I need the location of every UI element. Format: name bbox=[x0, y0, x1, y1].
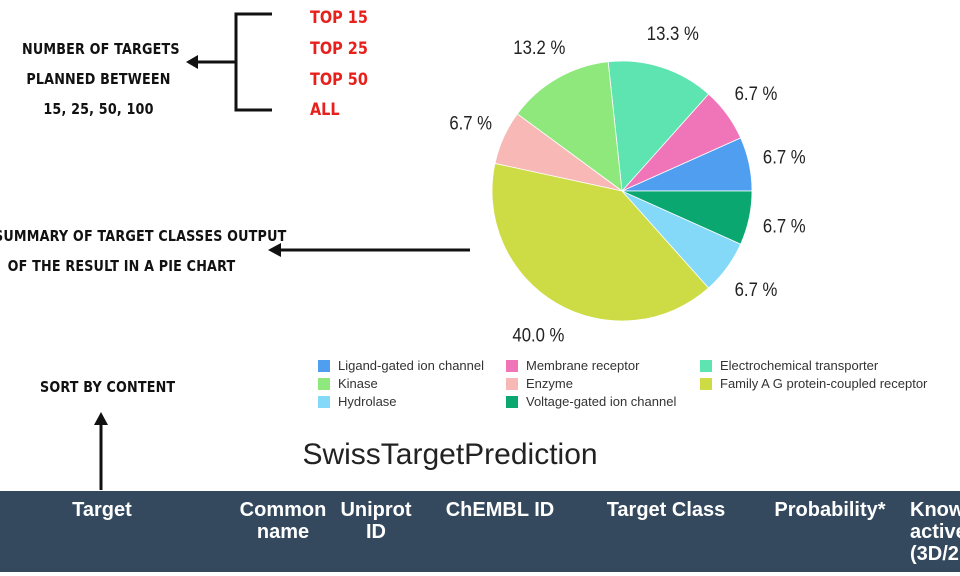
arrow-left-icon bbox=[186, 55, 198, 69]
pie-slice-label: 6.7 % bbox=[763, 146, 806, 167]
targets-caption-line: planned between bbox=[26, 70, 171, 88]
pie-slice bbox=[516, 61, 623, 192]
column-header-chembl-id[interactable]: ChEMBL ID bbox=[430, 499, 570, 521]
legend-swatch bbox=[700, 359, 712, 372]
legend-label: Membrane receptor bbox=[526, 358, 640, 373]
pie-slice-label: 6.7 % bbox=[735, 83, 778, 104]
legend-item-hydrolase: Hydrolase bbox=[318, 394, 397, 409]
legend-swatch bbox=[506, 377, 518, 390]
column-header-label: Target bbox=[72, 499, 132, 521]
legend-swatch bbox=[700, 377, 712, 390]
legend-label: Enzyme bbox=[526, 376, 573, 391]
summary-caption-line: of the result in a pie chart bbox=[7, 257, 236, 275]
legend-item-voltage-gated-ion-channel: Voltage-gated ion channel bbox=[506, 394, 676, 409]
pie-slice-label: 6.7 % bbox=[449, 113, 492, 134]
legend-label: Kinase bbox=[338, 376, 378, 391]
summary-arrow-icon bbox=[268, 243, 470, 257]
column-header-known-actives[interactable]: Known actives (3D/2D) bbox=[910, 499, 960, 565]
sort-by-content-caption: Sort by content bbox=[40, 378, 176, 396]
sort-arrow-icon bbox=[94, 412, 108, 490]
legend-label: Ligand-gated ion channel bbox=[338, 358, 485, 373]
legend-label: Voltage-gated ion channel bbox=[526, 394, 677, 409]
legend-item-family-a-gpcr: Family A G protein-coupled receptor bbox=[700, 376, 927, 391]
pie-slice bbox=[621, 190, 753, 245]
column-header-label: Uniprot bbox=[340, 499, 412, 521]
column-header-label: Probability* bbox=[774, 499, 886, 521]
legend-swatch bbox=[318, 359, 330, 372]
column-header-common-name[interactable]: Common name bbox=[232, 499, 334, 543]
column-header-uniprot-id[interactable]: Uniprot ID bbox=[336, 499, 416, 543]
column-header-target-class[interactable]: Target Class bbox=[590, 499, 742, 521]
pie-chart: 6.7 % 6.7 % 13.3 % 13.2 % 6.7 % 40.0 % 6.7 % 6.… bbox=[449, 23, 805, 346]
top-25-option[interactable]: TOP 25 bbox=[310, 39, 368, 59]
top-15-option[interactable]: TOP 15 bbox=[310, 8, 368, 28]
all-option[interactable]: ALL bbox=[310, 100, 340, 120]
legend-label: Family A G protein-coupled receptor bbox=[720, 376, 928, 391]
legend-item-electrochemical-transporter: Electrochemical transporter bbox=[700, 358, 878, 373]
swiss-target-prediction-title: SwissTargetPrediction bbox=[302, 438, 598, 471]
legend-item-ligand-gated-ion-channel: Ligand-gated ion channel bbox=[318, 358, 484, 373]
results-table-header: Target Common name Uniprot ID ChEMBL ID … bbox=[0, 491, 960, 572]
summary-caption-line: Summary of target classes output bbox=[0, 227, 287, 245]
legend-item-membrane-receptor: Membrane receptor bbox=[506, 358, 639, 373]
column-header-label: actives bbox=[910, 521, 960, 543]
legend-swatch bbox=[318, 395, 330, 408]
targets-caption-line: 15, 25, 50, 100 bbox=[43, 100, 154, 118]
column-header-probability[interactable]: Probability* bbox=[760, 499, 900, 521]
pie-slice bbox=[491, 162, 710, 322]
targets-caption-line: Number of targets bbox=[22, 40, 180, 58]
legend-item-kinase: Kinase bbox=[318, 376, 378, 391]
column-header-label: Common bbox=[239, 499, 327, 521]
top-50-option[interactable]: TOP 50 bbox=[310, 70, 368, 90]
targets-count-caption: Number of targets planned between 15, 25… bbox=[22, 34, 180, 124]
column-header-label: ID bbox=[366, 521, 386, 543]
legend-item-enzyme: Enzyme bbox=[506, 376, 573, 391]
pie-slice-label: 13.2 % bbox=[513, 37, 565, 58]
column-header-label: Known bbox=[910, 499, 960, 521]
pie-slice bbox=[607, 60, 710, 192]
pie-slice-label: 6.7 % bbox=[763, 216, 806, 237]
pie-summary-caption: Summary of target classes output of the … bbox=[0, 221, 287, 281]
legend-swatch bbox=[506, 395, 518, 408]
column-header-label: name bbox=[256, 521, 310, 543]
pie-slice-label: 13.3 % bbox=[647, 23, 699, 44]
legend-swatch bbox=[318, 377, 330, 390]
legend-label: Electrochemical transporter bbox=[720, 358, 879, 373]
column-header-label: Target Class bbox=[606, 499, 726, 521]
pie-slice-label: 40.0 % bbox=[512, 324, 564, 345]
legend-swatch bbox=[506, 359, 518, 372]
legend-label: Hydrolase bbox=[338, 394, 397, 409]
column-header-target[interactable]: Target bbox=[42, 499, 162, 521]
column-header-label: ChEMBL ID bbox=[445, 499, 555, 521]
pie-slice-label: 6.7 % bbox=[735, 279, 778, 300]
chart-legend: Ligand-gated ion channel Membrane recept… bbox=[318, 358, 958, 414]
bracket-icon bbox=[196, 12, 272, 112]
column-header-label: (3D/2D) bbox=[910, 543, 960, 565]
